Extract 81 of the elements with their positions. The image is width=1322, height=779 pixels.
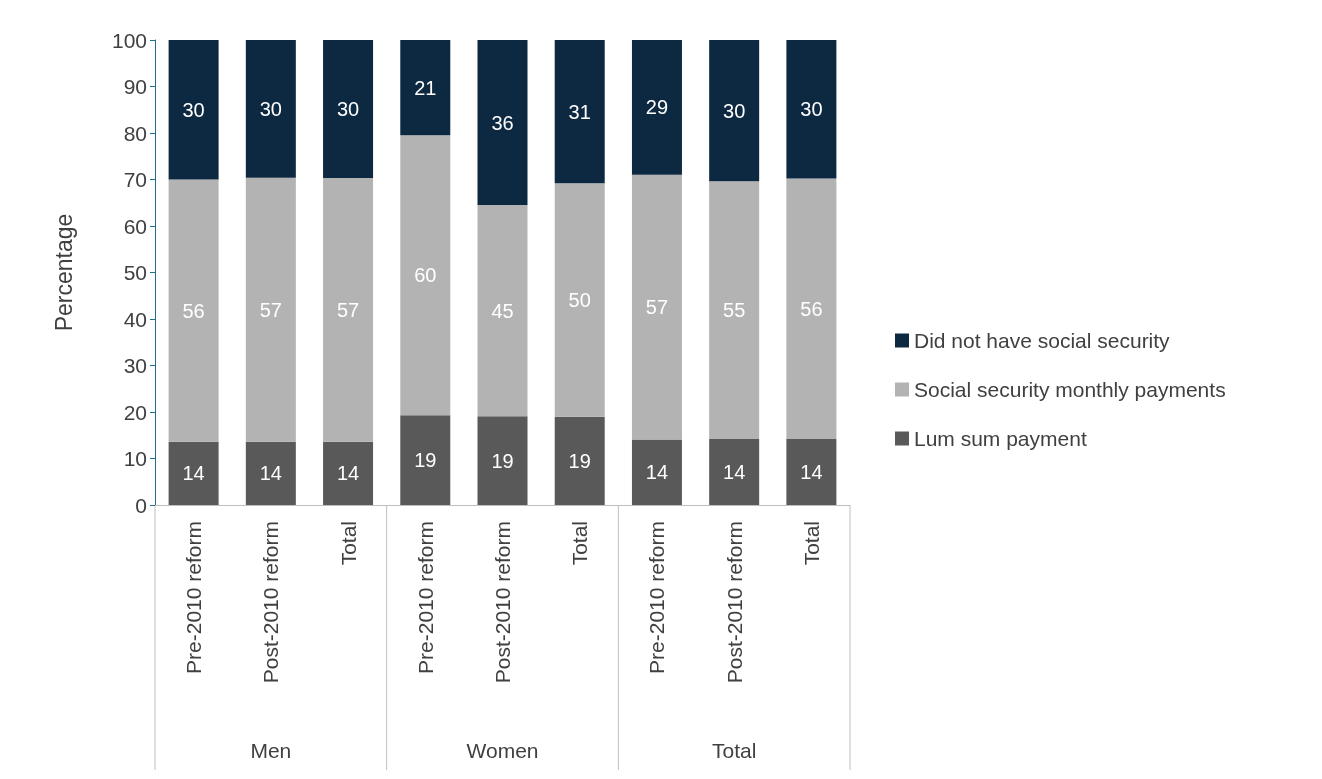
bar [709, 181, 760, 439]
y-tick-label: 60 [123, 214, 147, 238]
text: Men [250, 738, 292, 762]
data-label: 57 [336, 298, 360, 321]
data-label: 57 [645, 296, 669, 319]
bar [786, 178, 837, 439]
data-label: 19 [491, 449, 514, 472]
bar [631, 174, 682, 440]
data-label: 14 [182, 462, 205, 485]
data-label: 14 [645, 461, 669, 484]
data-label: 19 [414, 449, 437, 472]
y-tick-label: 10 [123, 447, 147, 470]
y-tick-label: 100 [111, 28, 147, 52]
data-label: 14 [800, 460, 823, 483]
data-label: 56 [800, 297, 823, 320]
bar [554, 183, 605, 417]
x-tick-label: Total [799, 521, 823, 566]
legend-label: Lum sum payment [914, 427, 1087, 450]
bar [786, 438, 837, 505]
data-label: 56 [182, 299, 205, 322]
text: Total [711, 738, 757, 762]
data-label: 31 [568, 100, 591, 123]
y-tick-label: 70 [123, 168, 147, 191]
bar [554, 416, 605, 505]
x-tick-label: Total [568, 521, 592, 566]
data-label: 30 [182, 98, 205, 121]
bar [323, 441, 374, 505]
legend-label: Did not have social security [914, 329, 1171, 352]
bar [168, 40, 219, 180]
bar [323, 40, 374, 179]
x-tick-label: Pre-2010 reform [645, 521, 669, 674]
data-label: 14 [259, 462, 282, 485]
x-tick-label: Pre-2010 reform [413, 521, 437, 674]
x-tick-label: Post-2010 reform [722, 521, 746, 684]
y-tick-label: 90 [123, 75, 147, 98]
y-tick-label: 50 [123, 261, 147, 284]
bar [245, 177, 296, 442]
y-tick-label: 40 [123, 307, 147, 331]
x-tick-label: Post-2010 reform [259, 521, 283, 684]
bar [245, 441, 296, 505]
y-tick-label: 20 [123, 400, 147, 424]
text: Women [466, 738, 539, 762]
bar [786, 40, 837, 179]
data-label: 36 [491, 111, 514, 134]
bar [400, 415, 451, 505]
bar [477, 40, 528, 206]
bar [631, 439, 682, 505]
bar [400, 40, 451, 136]
bar [631, 40, 682, 175]
x-tick-label: Total [336, 521, 360, 566]
data-label: 30 [800, 98, 823, 121]
y-tick-label: 80 [123, 121, 147, 145]
data-label: 21 [414, 76, 437, 99]
x-tick-label: Post-2010 reform [491, 521, 514, 684]
y-tick-label: 0 [135, 493, 147, 517]
bar [168, 179, 219, 442]
data-label: 30 [723, 99, 746, 122]
data-label: 19 [568, 449, 591, 472]
data-label: 30 [336, 98, 360, 121]
bar [477, 205, 528, 417]
data-label: 45 [491, 299, 514, 322]
data-label: 55 [723, 299, 746, 322]
bar [709, 438, 760, 505]
legend-label: Social security monthly payments [914, 378, 1226, 401]
bar [554, 40, 605, 184]
x-tick-label: Pre-2010 reform [182, 521, 206, 674]
data-label: 14 [723, 460, 746, 483]
bar [400, 135, 451, 416]
bar [477, 416, 528, 505]
data-label: 50 [568, 288, 591, 311]
data-label: 14 [336, 462, 360, 485]
data-label: 29 [645, 96, 669, 119]
bar [168, 441, 219, 505]
data-label: 60 [414, 264, 437, 287]
bar [245, 40, 296, 178]
data-label: 30 [259, 97, 282, 120]
y-axis-title: Percentage [50, 213, 77, 332]
bar [323, 178, 374, 442]
y-tick-label: 30 [123, 354, 147, 377]
data-label: 57 [259, 298, 282, 321]
bar [709, 40, 760, 182]
